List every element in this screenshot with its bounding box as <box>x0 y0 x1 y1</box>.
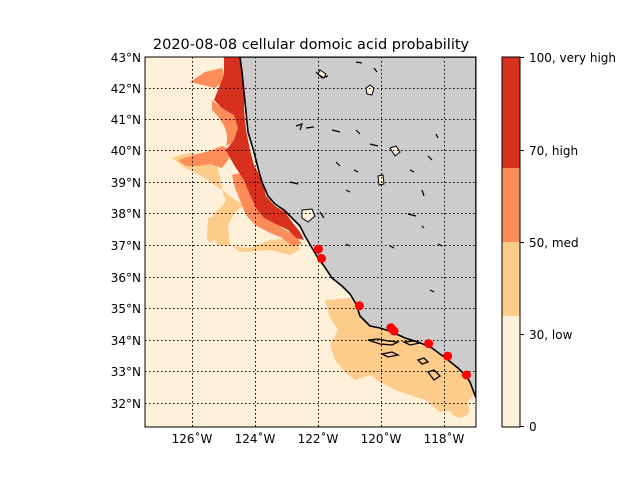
station-marker <box>389 326 399 336</box>
station-marker <box>354 301 364 311</box>
station-marker <box>424 339 434 349</box>
lat-label: 42°N <box>111 82 141 96</box>
inland-lakes <box>301 69 401 223</box>
gridlines <box>145 57 476 427</box>
lat-label: 38°N <box>111 207 141 221</box>
land-mass <box>239 57 476 399</box>
lat-label: 39°N <box>111 176 141 190</box>
lat-label: 43°N <box>111 51 141 65</box>
colorbar-label: 0 <box>529 420 537 434</box>
colorbar-band <box>502 57 520 168</box>
lat-label: 36°N <box>111 271 141 285</box>
colorbar-ticks <box>520 57 524 427</box>
latitude-labels: 43°N 42°N 41°N 40°N 39°N 38°N 37°N 36°N … <box>111 51 141 411</box>
colorbar-band <box>502 242 520 316</box>
lat-label: 40°N <box>111 144 141 158</box>
lon-label: 122˚W <box>298 431 339 446</box>
lat-label: 33°N <box>111 365 141 379</box>
map-title: 2020-08-08 cellular domoic acid probabil… <box>153 37 470 53</box>
colorbar-label: 100, very high <box>529 51 616 65</box>
lon-label: 124˚W <box>235 431 276 446</box>
lon-label: 118˚W <box>424 431 465 446</box>
colorbar-label: 50, med <box>529 236 579 250</box>
lat-label: 41°N <box>111 113 141 127</box>
lat-label: 37°N <box>111 239 141 253</box>
lat-label: 32°N <box>111 397 141 411</box>
colorbar: 100, very high 70, high 50, med 30, low … <box>501 51 616 434</box>
reservoirs <box>289 61 443 293</box>
station-marker <box>462 370 471 380</box>
lat-label: 35°N <box>111 302 141 316</box>
map-frame <box>144 56 477 428</box>
lat-label: 34°N <box>111 334 141 348</box>
colorbar-band <box>502 168 520 242</box>
map-area <box>145 57 476 427</box>
lon-label: 126˚W <box>172 431 213 446</box>
colorbar-band <box>502 316 520 427</box>
channel-islands <box>367 338 442 381</box>
station-marker <box>317 254 326 263</box>
low-probability-regions <box>172 153 474 418</box>
lon-label: 120˚W <box>361 431 402 446</box>
colorbar-labels: 100, very high 70, high 50, med 30, low … <box>529 51 616 434</box>
station-marker <box>313 244 323 254</box>
high-probability-regions <box>214 57 304 240</box>
colorbar-label: 30, low <box>529 328 573 342</box>
colorbar-label: 70, high <box>529 144 578 158</box>
colorbar-bands <box>502 57 520 427</box>
station-markers <box>313 244 471 380</box>
station-marker <box>443 351 453 361</box>
longitude-labels: 126˚W 124˚W 122˚W 120˚W 118˚W <box>172 431 465 446</box>
